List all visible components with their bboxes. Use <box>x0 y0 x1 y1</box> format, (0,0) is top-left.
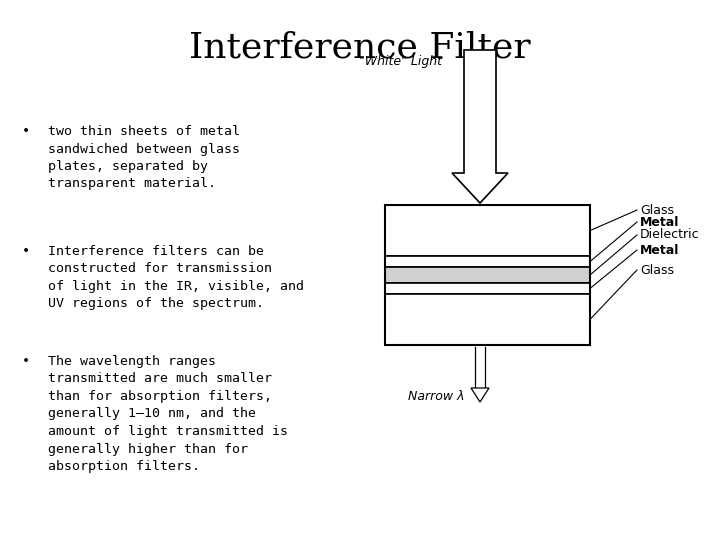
Bar <box>385 205 590 345</box>
Text: The wavelength ranges
transmitted are much smaller
than for absorption filters,
: The wavelength ranges transmitted are mu… <box>48 355 288 473</box>
Text: •: • <box>22 355 30 368</box>
Bar <box>385 205 590 256</box>
Bar <box>385 256 590 267</box>
Text: Interference filters can be
constructed for transmission
of light in the IR, vis: Interference filters can be constructed … <box>48 245 304 310</box>
Text: Glass: Glass <box>640 264 674 276</box>
Text: •: • <box>22 245 30 258</box>
Text: Interference Filter: Interference Filter <box>189 30 531 64</box>
Text: Dielectric: Dielectric <box>640 228 700 241</box>
Text: two thin sheets of metal
sandwiched between glass
plates, separated by
transpare: two thin sheets of metal sandwiched betw… <box>48 125 240 191</box>
Text: Metal: Metal <box>640 215 680 228</box>
Text: "White" Light: "White" Light <box>359 55 442 68</box>
Text: Glass: Glass <box>640 204 674 217</box>
Text: Metal: Metal <box>640 244 680 256</box>
Text: •: • <box>22 125 30 138</box>
Bar <box>385 294 590 345</box>
Polygon shape <box>452 50 508 203</box>
Text: Narrow λ: Narrow λ <box>408 390 465 403</box>
Polygon shape <box>471 388 489 402</box>
Bar <box>385 283 590 294</box>
Bar <box>385 267 590 283</box>
